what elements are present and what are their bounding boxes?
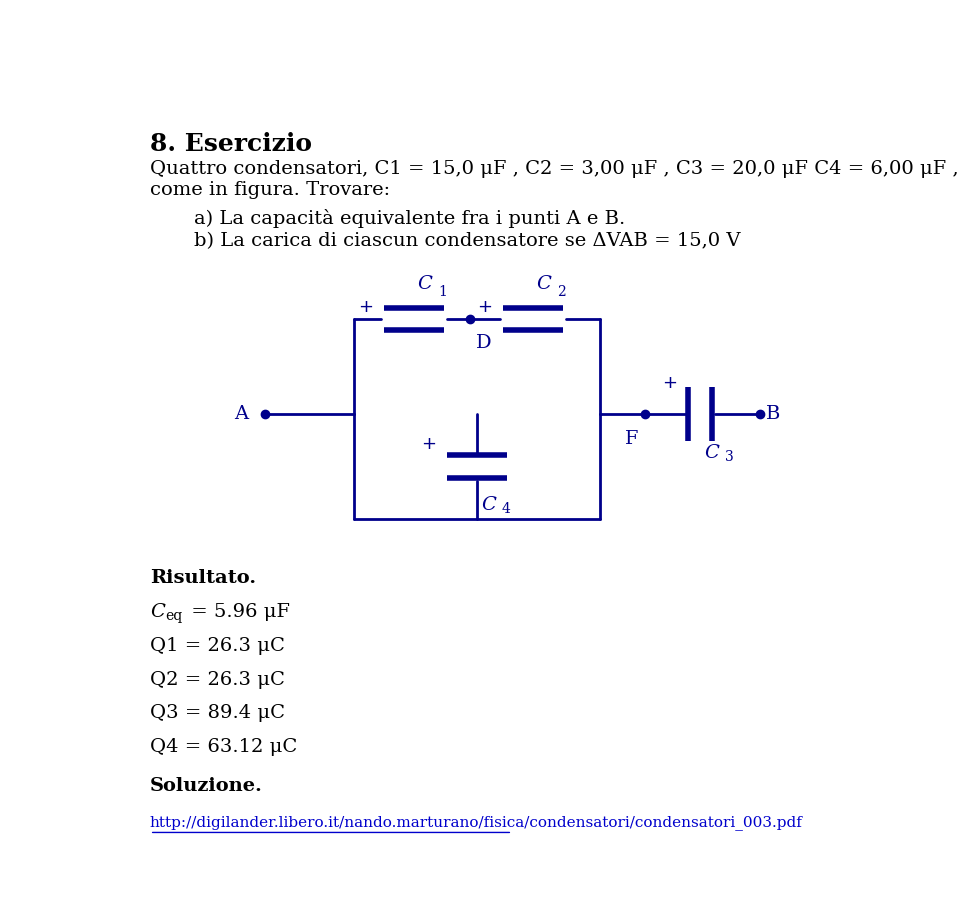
Text: B: B xyxy=(766,404,780,422)
Text: +: + xyxy=(477,298,492,316)
Text: Q2 = 26.3 μC: Q2 = 26.3 μC xyxy=(150,670,284,688)
Text: 3: 3 xyxy=(725,449,733,464)
Text: C: C xyxy=(418,275,432,293)
Text: C: C xyxy=(481,496,495,514)
Text: 1: 1 xyxy=(439,285,447,299)
Text: = 5.96 μF: = 5.96 μF xyxy=(185,602,291,620)
Text: C: C xyxy=(704,444,719,462)
Text: a) La capacità equivalente fra i punti A e B.: a) La capacità equivalente fra i punti A… xyxy=(194,209,626,228)
Text: http://digilander.libero.it/nando.marturano/fisica/condensatori/condensatori_003: http://digilander.libero.it/nando.martur… xyxy=(150,814,803,829)
Text: D: D xyxy=(475,333,492,352)
Text: Q4 = 63.12 μC: Q4 = 63.12 μC xyxy=(150,737,297,755)
Text: 8. Esercizio: 8. Esercizio xyxy=(150,132,312,156)
Text: +: + xyxy=(421,435,436,452)
Text: +: + xyxy=(358,298,373,316)
Text: F: F xyxy=(625,430,638,448)
Text: Q1 = 26.3 μC: Q1 = 26.3 μC xyxy=(150,636,284,654)
Text: Quattro condensatori, C1 = 15,0 μF , C2 = 3,00 μF , C3 = 20,0 μF C4 = 6,00 μF , : Quattro condensatori, C1 = 15,0 μF , C2 … xyxy=(150,159,960,178)
Text: Soluzione.: Soluzione. xyxy=(150,776,263,793)
Text: C: C xyxy=(537,275,551,293)
Text: eq: eq xyxy=(165,608,182,622)
Text: 2: 2 xyxy=(558,285,566,299)
Text: Q3 = 89.4 μC: Q3 = 89.4 μC xyxy=(150,703,285,722)
Text: C: C xyxy=(150,602,164,620)
Text: b) La carica di ciascun condensatore se ΔVAB = 15,0 V: b) La carica di ciascun condensatore se … xyxy=(194,231,741,250)
Text: Risultato.: Risultato. xyxy=(150,568,256,587)
Text: 4: 4 xyxy=(502,501,511,516)
Text: come in figura. Trovare:: come in figura. Trovare: xyxy=(150,181,390,199)
Text: +: + xyxy=(662,374,678,392)
Text: A: A xyxy=(234,404,249,422)
